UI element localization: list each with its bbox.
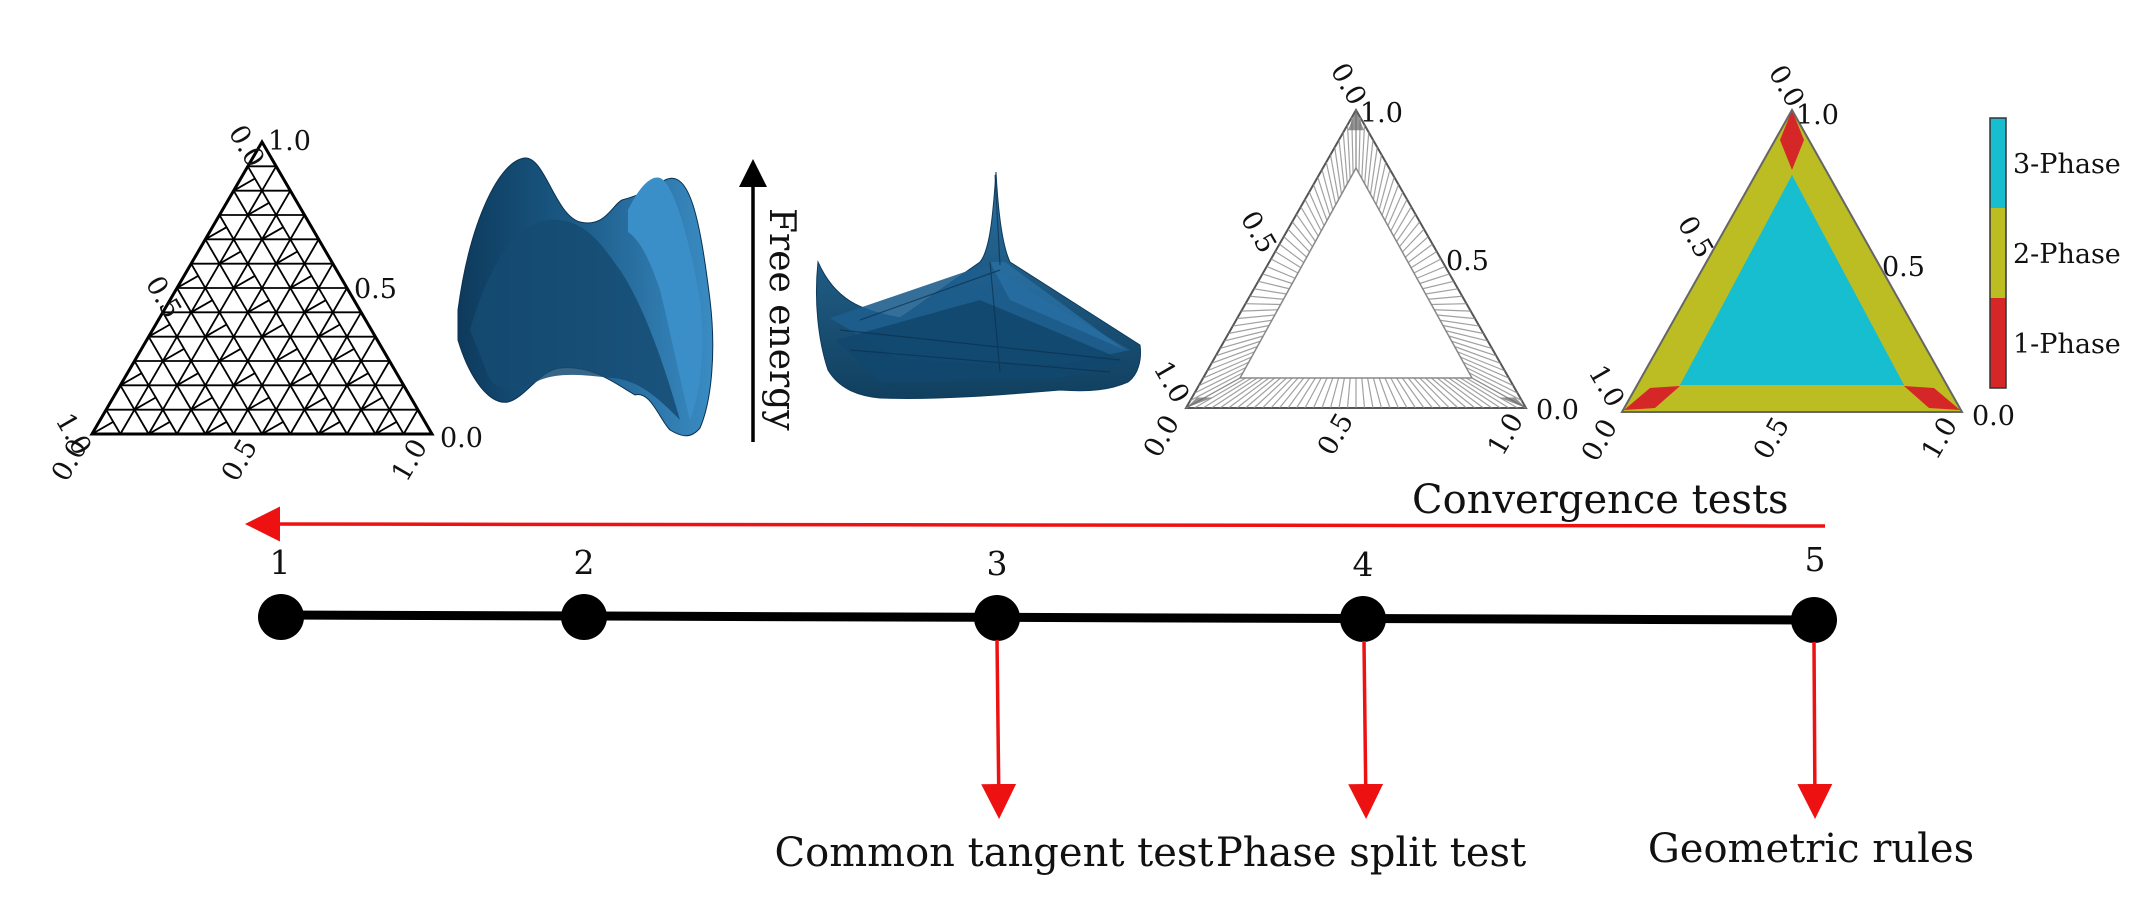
phase-split-test-label: Phase split test — [1216, 830, 1526, 876]
phase-triangle-panel: 0.0 1.0 0.5 0.5 1.0 0.0 0.0 0.5 1.0 — [1576, 60, 2015, 467]
one-phase-left — [1624, 386, 1680, 410]
three-phase-region — [1680, 175, 1904, 385]
legend-frame — [1989, 117, 2007, 389]
gray-bottom-right-label: 1.0 — [1482, 408, 1530, 461]
legend-swatch-1-phase — [1990, 298, 2006, 388]
grid-triangle-outline — [89, 139, 435, 436]
step-node-4 — [1340, 596, 1386, 642]
step-label-5: 5 — [1805, 540, 1826, 579]
surface-right-peak — [628, 177, 703, 420]
geometric-rules-label: Geometric rules — [1648, 826, 1974, 872]
timeline-axis — [279, 610, 1815, 625]
grid-left-mid-label: 0.5 — [139, 271, 187, 324]
phase-right-mid-label: 0.5 — [1882, 252, 1925, 283]
gray-inner-outline — [1238, 166, 1474, 379]
step-label-2: 2 — [574, 543, 595, 582]
phase-bottom-mid-label: 0.5 — [1748, 412, 1796, 465]
test-arrow-3 — [981, 639, 1017, 819]
one-phase-top — [1780, 110, 1804, 170]
legend-label-1-phase: 1-Phase — [2013, 329, 2121, 360]
tie-lines — [1185, 110, 1527, 409]
convergence-tests-label: Convergence tests — [1412, 477, 1789, 523]
grid-bottom-mid-label: 0.5 — [216, 434, 264, 487]
grid-triangle-panel: 0.0 1.0 0.5 0.5 1.0 0.0 0.0 0.5 1.0 — [46, 120, 483, 487]
step-label-1: 1 — [270, 543, 291, 582]
step-node-2 — [561, 594, 607, 640]
timeline: Convergence tests 1 2 3 4 5 Common tange… — [245, 477, 1974, 876]
grid-top-tick: 0.0 — [222, 120, 270, 173]
phase-right-base-label: 0.0 — [1972, 401, 2015, 432]
phase-apex-label: 1.0 — [1796, 100, 1839, 131]
free-energy-surface-hull — [815, 171, 1141, 399]
free-energy-surface-smooth — [457, 157, 714, 437]
gray-left-base-label: 1.0 — [1147, 356, 1195, 409]
gray-apex-label: 1.0 — [1360, 98, 1403, 129]
phase-bottom-left-label: 0.0 — [1576, 414, 1624, 467]
mesh-lines — [91, 165, 419, 435]
step-node-3 — [974, 595, 1020, 641]
free-energy-label: Free energy — [761, 208, 802, 431]
phase-triangle-outline — [1620, 107, 1964, 413]
gray-right-base-label: 0.0 — [1536, 395, 1579, 426]
grid-bottom-right-label: 1.0 — [386, 434, 434, 487]
legend-label-2-phase: 2-Phase — [2013, 239, 2121, 270]
free-energy-axis: Free energy — [739, 159, 802, 442]
tie-line-triangle-panel: 0.0 1.0 0.5 0.5 1.0 0.0 0.0 0.5 1.0 — [1138, 58, 1579, 463]
step-label-3: 3 — [987, 544, 1008, 583]
grid-right-base-label: 0.0 — [440, 423, 483, 454]
gray-right-mid-label: 0.5 — [1446, 246, 1489, 277]
grid-right-mid-label: 0.5 — [354, 274, 397, 305]
convergence-arrow — [245, 506, 1826, 542]
phase-left-base-label: 1.0 — [1582, 360, 1630, 413]
surface-front-ridge — [470, 219, 680, 420]
phase-bottom-right-label: 1.0 — [1916, 412, 1964, 465]
test-arrow-4 — [1348, 640, 1384, 819]
legend-swatch-3-phase — [1990, 118, 2006, 208]
gray-bottom-left-label: 0.0 — [1138, 410, 1186, 463]
legend-swatch-2-phase — [1990, 208, 2006, 298]
gray-bottom-mid-label: 0.5 — [1312, 408, 1360, 461]
step-node-5 — [1791, 597, 1837, 643]
common-tangent-test-label: Common tangent test — [775, 830, 1214, 876]
step-node-1 — [258, 594, 304, 640]
hull-facet-2 — [836, 300, 1128, 382]
phase-legend: 3-Phase 2-Phase 1-Phase — [1989, 117, 2121, 389]
test-arrow-5 — [1797, 641, 1833, 819]
legend-label-3-phase: 3-Phase — [2013, 149, 2121, 180]
grid-apex-label: 1.0 — [268, 126, 311, 157]
step-label-4: 4 — [1353, 545, 1374, 584]
one-phase-right — [1904, 386, 1960, 410]
hull-facet-3 — [990, 262, 1125, 350]
